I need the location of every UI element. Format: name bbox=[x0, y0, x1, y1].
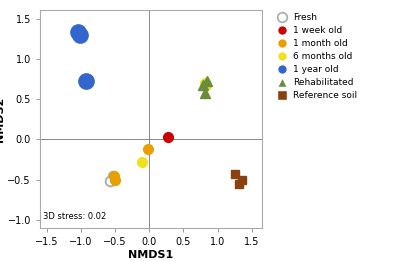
X-axis label: NMDS1: NMDS1 bbox=[128, 250, 174, 260]
Y-axis label: NMDS2: NMDS2 bbox=[0, 97, 5, 142]
Legend: Fresh, 1 week old, 1 month old, 6 months old, 1 year old, Rehabilitated, Referen: Fresh, 1 week old, 1 month old, 6 months… bbox=[273, 13, 357, 100]
Text: 3D stress: 0.02: 3D stress: 0.02 bbox=[44, 212, 107, 221]
